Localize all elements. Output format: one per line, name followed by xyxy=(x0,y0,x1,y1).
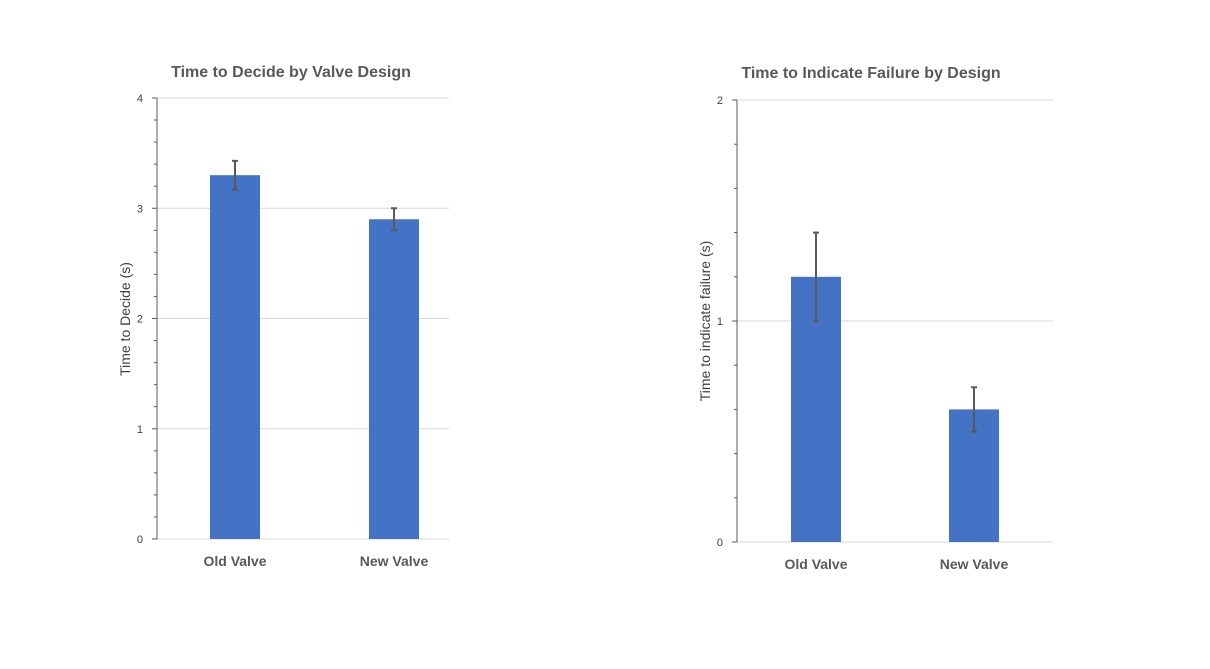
chart-title: Time to Indicate Failure by Design xyxy=(741,65,1000,82)
chart-title: Time to Decide by Valve Design xyxy=(171,64,411,81)
category-label: New Valve xyxy=(360,553,429,569)
category-labels: Old Valve New Valve xyxy=(784,556,1008,572)
y-tick-label: 2 xyxy=(717,95,723,107)
y-axis xyxy=(732,99,738,543)
chart-time-to-indicate-failure: Time to Indicate Failure by Design Time … xyxy=(697,65,1053,572)
bar-old-valve xyxy=(210,175,260,540)
y-tick-labels: 0 1 2 xyxy=(717,95,723,549)
y-tick-label: 1 xyxy=(717,316,723,328)
y-axis-label: Time to Decide (s) xyxy=(117,262,133,376)
y-axis-label: Time to indicate failure (s) xyxy=(697,241,713,402)
category-label: Old Valve xyxy=(784,556,847,572)
y-tick-label: 4 xyxy=(137,93,143,105)
category-label: Old Valve xyxy=(203,553,266,569)
y-tick-label: 0 xyxy=(717,537,723,549)
category-labels: Old Valve New Valve xyxy=(203,553,428,569)
category-label: New Valve xyxy=(940,556,1009,572)
y-tick-label: 3 xyxy=(137,203,143,215)
bars xyxy=(791,276,999,542)
y-tick-label: 0 xyxy=(137,534,143,546)
bars xyxy=(210,175,419,540)
bar-new-valve xyxy=(369,219,419,539)
y-tick-labels: 0 1 2 3 4 xyxy=(137,93,143,546)
y-tick-label: 2 xyxy=(137,314,143,326)
error-bars xyxy=(232,159,397,232)
chart-time-to-decide: Time to Decide by Valve Design Time to D… xyxy=(117,64,449,569)
gridlines xyxy=(737,99,1053,543)
y-axis xyxy=(152,97,158,540)
error-bars xyxy=(813,231,977,433)
y-tick-label: 1 xyxy=(137,424,143,436)
